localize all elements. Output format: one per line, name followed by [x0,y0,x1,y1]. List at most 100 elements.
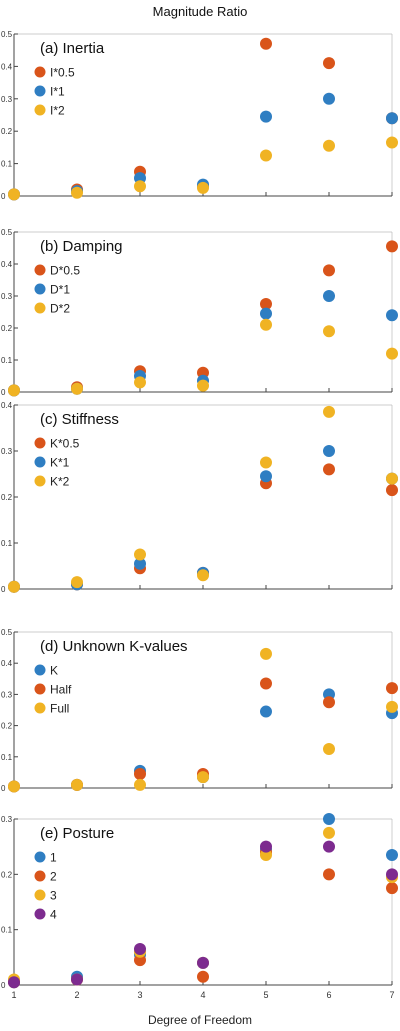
figure-title: Magnitude Ratio [152,4,248,19]
legend-marker [34,66,46,78]
legend-marker [34,456,46,468]
data-point [386,240,398,253]
data-point [386,882,398,895]
y-tick-label: 0.3 [1,95,13,104]
legend-label: D*2 [50,302,70,316]
data-point [8,780,20,793]
data-point [260,318,272,331]
y-tick-label: 0.1 [1,753,13,762]
data-point [260,677,272,690]
y-tick-label: 0 [1,388,6,397]
legend-marker [34,264,46,276]
data-point [386,136,398,149]
data-point [134,548,146,561]
data-point [323,290,335,302]
data-point [260,470,272,483]
data-point [197,181,209,194]
panel-title: (a) Inertia [40,40,105,57]
data-point [197,771,209,784]
data-point [323,840,335,853]
y-tick-label: 0.4 [1,401,13,410]
panel-title: (e) Posture [40,825,114,842]
y-tick-label: 0.4 [1,62,13,71]
legend-label: 1 [50,851,57,865]
legend-marker [34,908,46,920]
data-point [260,456,272,469]
data-point [323,139,335,152]
data-point [323,696,335,709]
data-point [323,57,335,70]
data-point [134,180,146,193]
data-point [386,682,398,695]
y-tick-label: 0.3 [1,690,13,699]
legend-label: I*2 [50,104,65,118]
data-point [197,970,209,983]
data-point [134,376,146,389]
legend-marker [34,302,46,314]
legend-label: 3 [50,889,57,903]
data-point [134,778,146,791]
y-tick-label: 0.2 [1,870,13,879]
x-tick-label: 5 [263,990,268,1000]
data-point [386,472,398,485]
data-point [386,484,398,497]
y-tick-label: 0 [1,784,6,793]
legend-marker [34,702,46,714]
data-point [71,382,83,395]
legend-marker [34,870,46,882]
panel-1: 0 0.1 0.2 0.3 0.4 0.5 (a) Inertia I*0.5 I*1 I*2 [1,30,398,201]
legend-marker [34,85,46,97]
legend-label: 2 [50,870,57,884]
data-point [323,813,335,825]
data-point [8,188,20,201]
panel-3: 0 0.1 0.2 0.3 0.4 (c) Stiffness K*0.5 K*1 K*2 [1,401,398,594]
y-tick-label: 0.4 [1,260,13,269]
data-point [260,848,272,861]
legend-marker [34,437,46,449]
panel-2: 0 0.1 0.2 0.3 0.4 0.5 (b) Damping D*0.5 D*1 D*2 [1,228,398,397]
x-tick-label: 6 [326,990,331,1000]
legend-marker [34,475,46,487]
data-point [260,149,272,162]
y-tick-label: 0.4 [1,659,13,668]
x-tick-label: 4 [200,990,205,1000]
y-tick-label: 0.2 [1,493,13,502]
data-point [197,956,209,969]
y-tick-label: 0.1 [1,356,13,365]
data-point [71,576,83,589]
y-tick-label: 0.1 [1,160,13,169]
data-point [260,647,272,660]
legend-marker [34,851,46,863]
data-point [134,767,146,780]
legend-label: 4 [50,908,57,922]
legend-marker [34,889,46,901]
data-point [260,705,272,718]
data-point [71,186,83,199]
legend-label: D*1 [50,283,70,297]
legend-marker [34,104,46,116]
data-point [386,868,398,881]
y-tick-label: 0.1 [1,539,13,548]
data-point [386,347,398,360]
data-point [323,264,335,277]
data-point [260,298,272,310]
legend-marker [34,283,46,295]
legend-label: K*0.5 [50,437,80,451]
data-point [260,840,272,853]
y-tick-label: 0.3 [1,447,13,456]
y-tick-label: 0.1 [1,926,13,935]
data-point [197,379,209,392]
data-point [71,778,83,791]
panel-title: (d) Unknown K-values [40,638,188,655]
panel-4: 0 0.1 0.2 0.3 0.4 0.5 (d) Unknown K-values K Hal… [1,628,398,793]
data-point [323,463,335,476]
data-point [134,557,146,570]
y-tick-label: 0 [1,192,6,201]
y-tick-label: 0.5 [1,30,13,39]
y-tick-label: 0.5 [1,228,13,237]
data-point [8,384,20,397]
x-axis-label: Degree of Freedom [147,1013,253,1027]
panel-title: (b) Damping [40,238,123,255]
legend-label: K [50,664,58,678]
